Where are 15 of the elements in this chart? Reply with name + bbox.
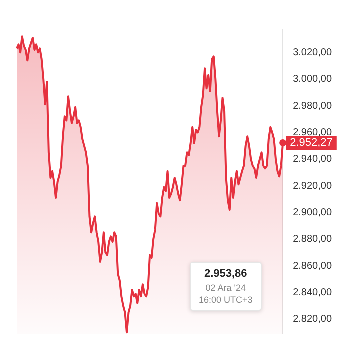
- y-tick-label: 3.020,00: [293, 47, 332, 58]
- data-label: 2.952,27: [290, 137, 333, 150]
- y-tick-label: 3.000,00: [293, 74, 332, 86]
- annotation: 16:00 UTC+3: [199, 294, 253, 306]
- y-tick-label: 2.960,00: [293, 127, 332, 138]
- y-tick-label: 2.840,00: [293, 287, 332, 298]
- y-tick-label: 2.940,00: [293, 154, 332, 166]
- y-tick-label: 2.920,00: [293, 180, 332, 192]
- y-tick-label: 2.900,00: [293, 207, 332, 218]
- y-tick-label: 2.820,00: [293, 314, 332, 326]
- y-tick-label: 2.860,00: [293, 260, 332, 272]
- y-tick-label: 2.880,00: [293, 234, 332, 246]
- annotation: 2.953,86: [203, 267, 248, 282]
- y-tick-label: 2.980,00: [293, 100, 332, 112]
- annotation: 02 Ara '24: [204, 282, 248, 294]
